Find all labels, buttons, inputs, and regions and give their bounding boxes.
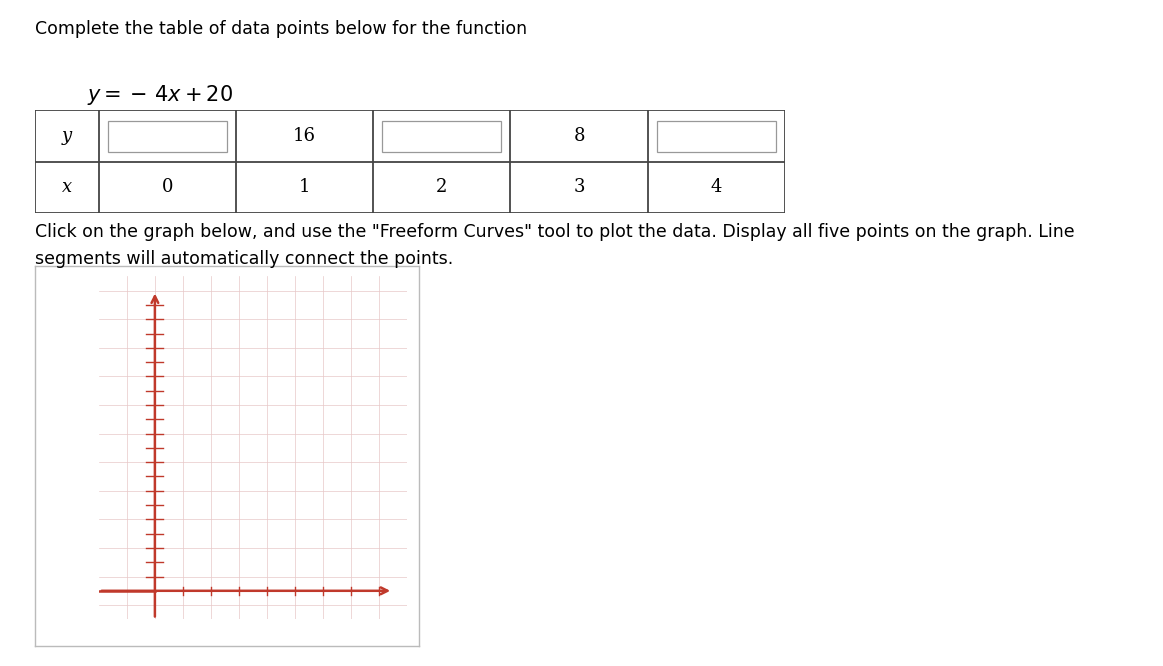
Text: 8: 8 bbox=[573, 127, 585, 145]
Text: 4: 4 bbox=[711, 178, 722, 196]
Bar bbox=[108, 121, 227, 153]
Text: $y = -\,4x + 20$: $y = -\,4x + 20$ bbox=[87, 83, 233, 107]
Bar bbox=[383, 121, 501, 153]
Text: y: y bbox=[62, 127, 72, 145]
Text: x: x bbox=[62, 178, 72, 196]
Text: segments will automatically connect the points.: segments will automatically connect the … bbox=[35, 250, 454, 268]
Text: 16: 16 bbox=[293, 127, 316, 145]
Text: 3: 3 bbox=[573, 178, 585, 196]
Bar bbox=[657, 121, 776, 153]
Text: 1: 1 bbox=[299, 178, 311, 196]
Text: 0: 0 bbox=[162, 178, 173, 196]
Text: 2: 2 bbox=[436, 178, 448, 196]
Text: Complete the table of data points below for the function: Complete the table of data points below … bbox=[35, 20, 527, 38]
Text: Click on the graph below, and use the "Freeform Curves" tool to plot the data. D: Click on the graph below, and use the "F… bbox=[35, 223, 1075, 241]
